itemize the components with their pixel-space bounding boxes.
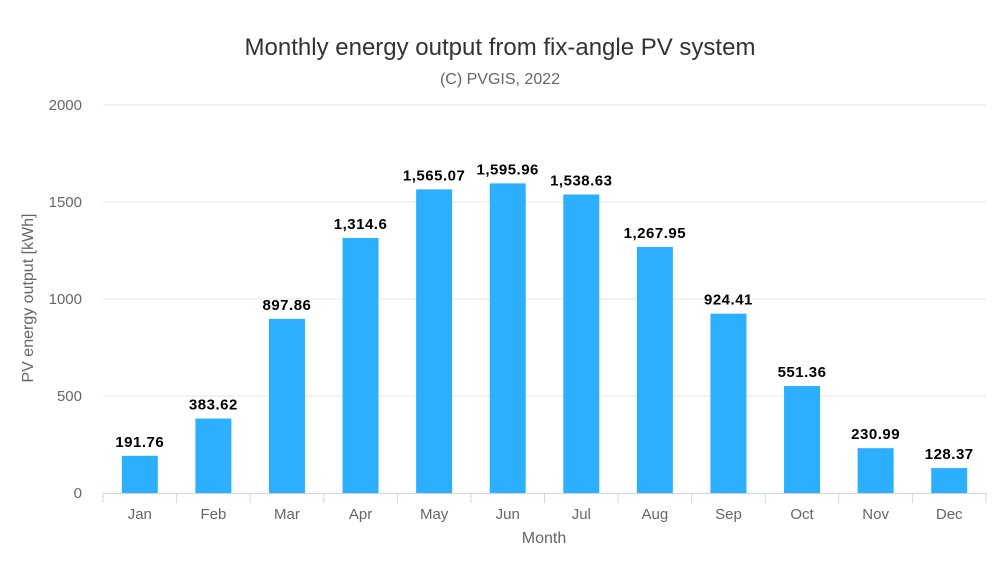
y-tick-label: 500: [57, 388, 82, 405]
y-tick-label: 1000: [49, 291, 82, 308]
data-label-mar: 897.86: [263, 297, 312, 314]
bar-feb[interactable]: [195, 418, 232, 493]
bar-jan[interactable]: [121, 455, 158, 493]
data-label-may: 1,565.07: [403, 167, 465, 184]
bar-sep[interactable]: [710, 313, 747, 493]
x-axis: Jan Feb Mar Apr May Jun Jul Aug Sep Oct Nov Dec: [102, 493, 987, 523]
y-axis-title: PV energy output [kWh]: [20, 214, 37, 383]
bar-nov[interactable]: [857, 448, 894, 493]
x-tick-label: Oct: [790, 506, 814, 523]
x-tick-label: Sep: [715, 506, 742, 523]
bar-jul[interactable]: [563, 194, 600, 493]
data-labels: 191.76 383.62 897.86 1,314.6 1,565.07 1,595.9…: [115, 161, 973, 463]
y-tick-label: 0: [74, 485, 82, 502]
x-tick-label: Jul: [572, 506, 591, 523]
x-tick-label: Feb: [200, 506, 226, 523]
data-label-nov: 230.99: [851, 426, 900, 443]
x-axis-title: Month: [522, 530, 566, 547]
x-tick-label: Jan: [128, 506, 152, 523]
bar-jun[interactable]: [489, 183, 526, 493]
bar-apr[interactable]: [342, 237, 379, 493]
data-label-oct: 551.36: [778, 364, 827, 381]
data-label-aug: 1,267.95: [624, 225, 686, 242]
chart-subtitle: (C) PVGIS, 2022: [440, 71, 560, 88]
bar-aug[interactable]: [636, 247, 673, 493]
chart-title: Monthly energy output from fix-angle PV …: [245, 34, 756, 61]
bar-dec[interactable]: [931, 468, 968, 493]
data-label-jan: 191.76: [115, 434, 164, 451]
x-tick-label: Jun: [496, 506, 520, 523]
x-tick-label: Apr: [349, 506, 372, 523]
x-tick-label: Aug: [642, 506, 669, 523]
data-label-sep: 924.41: [704, 292, 753, 309]
data-label-dec: 128.37: [925, 446, 974, 463]
x-tick-label: May: [420, 506, 449, 523]
data-label-jun: 1,595.96: [477, 161, 539, 178]
x-tick-label: Mar: [274, 506, 300, 523]
grid-lines: [103, 104, 986, 397]
bar-may[interactable]: [416, 189, 453, 494]
data-label-feb: 383.62: [189, 397, 238, 414]
x-tick-label: Nov: [862, 506, 889, 523]
bar-oct[interactable]: [784, 386, 821, 493]
bar-mar[interactable]: [268, 318, 305, 493]
y-axis-ticks: 0 500 1000 1500 2000: [49, 97, 82, 502]
data-label-apr: 1,314.6: [334, 216, 388, 233]
y-tick-label: 1500: [49, 194, 82, 211]
y-tick-label: 2000: [49, 97, 82, 114]
x-tick-label: Dec: [936, 506, 963, 523]
data-label-jul: 1,538.63: [550, 173, 612, 190]
bar-series: [121, 183, 968, 494]
